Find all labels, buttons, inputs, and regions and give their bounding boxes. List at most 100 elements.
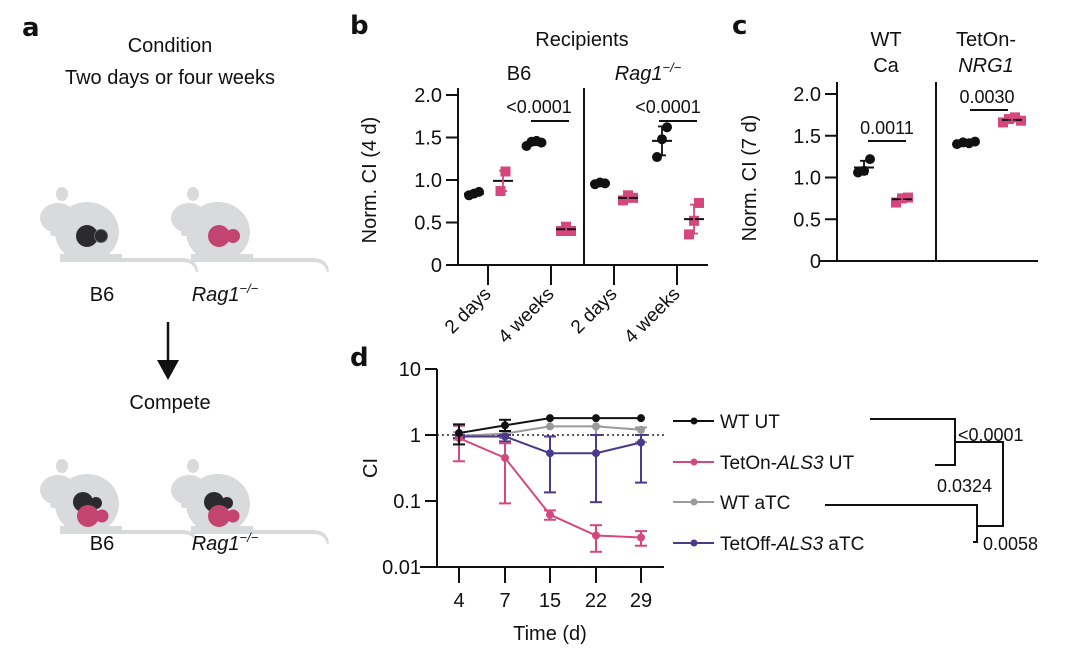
mouse-base [191, 254, 253, 262]
data-point [501, 421, 509, 430]
legend-swatch-dot [690, 498, 698, 506]
data-point [637, 425, 645, 434]
p-value-label: <0.0001 [958, 425, 1024, 445]
mouse-rag1-top [171, 187, 329, 272]
y-tick-label: 1.5 [414, 128, 442, 150]
mouse-ear [187, 459, 199, 473]
colony-dark-small [221, 497, 233, 509]
colony-pink-small [226, 229, 240, 243]
mouse-head [40, 475, 76, 505]
mouse-head [171, 203, 207, 233]
x-tick-label: 15 [539, 590, 561, 612]
data-point [903, 192, 913, 203]
panel-letter-c: c [732, 11, 747, 41]
colony-pink [208, 225, 230, 247]
panel-d: d CI Time (d) 0.01 0.1 1 10 4 7 15 22 29 WT UT Te… [350, 343, 1038, 645]
comparison-bracket [870, 418, 956, 466]
mouse-paw [50, 230, 72, 236]
data-point [501, 453, 509, 462]
colony-pink [208, 505, 230, 527]
legend-item: TetOn-ALS3 UT [673, 453, 855, 474]
data-point [592, 414, 600, 423]
mouse-label-b6-bottom: B6 [90, 533, 114, 555]
facet-label-ca: Ca [873, 55, 899, 77]
data-point [455, 429, 463, 438]
data-point [694, 197, 704, 208]
down-arrow-icon [157, 360, 179, 380]
legend-swatch-dot [690, 539, 698, 547]
y-tick-label: 10 [399, 359, 421, 381]
data-point [891, 197, 901, 208]
data-point [637, 438, 645, 447]
facet-label-rag1: Rag1−/− [615, 60, 682, 85]
legend-item: WT UT [673, 412, 780, 433]
legend-label-part: WT aTC [720, 493, 790, 514]
colony-pink-small [226, 509, 240, 523]
y-tick-label: 2.0 [793, 84, 821, 106]
y-tick-label: 0 [431, 255, 442, 277]
facet-label-b6: B6 [507, 63, 531, 85]
panel-b: b Recipients B6 Rag1−/− Norm. CI (4 d) 0… [350, 11, 708, 348]
y-tick-label: 1 [410, 425, 421, 447]
mouse-rag1-bottom [171, 459, 329, 544]
x-tick-label: 29 [630, 590, 652, 612]
mouse-b6-top [40, 187, 198, 272]
mouse-paw [181, 502, 203, 508]
data-point [501, 432, 509, 441]
mouse-base [60, 526, 122, 534]
data-point [998, 117, 1008, 128]
panel-letter-a: a [22, 13, 40, 43]
mouse-base [191, 526, 253, 534]
y-tick-label: 0.1 [393, 491, 421, 513]
data-point [546, 414, 554, 423]
colony-dark-small [94, 229, 108, 243]
panel-c: c WT Ca TetOn- NRG1 Norm. CI (7 d) 0 0.5 1… [732, 11, 1038, 273]
mouse-label-rag1-top: Rag1−/− [192, 281, 259, 306]
comparison-bracket [955, 441, 1004, 527]
data-point [592, 449, 600, 458]
panel-a: a Condition Two days or four weeks B6 Ra… [22, 13, 329, 555]
x-tick-label: 4 weeks [620, 284, 684, 348]
data-point [865, 154, 875, 165]
mouse-b6-bottom [40, 459, 198, 544]
legend-label-part: TetOn- [720, 453, 777, 474]
y-tick-label: 0 [810, 251, 821, 273]
legend-item: WT aTC [673, 493, 790, 514]
mouse-paw [181, 230, 203, 236]
panel-a-title-line2: Two days or four weeks [65, 67, 275, 89]
colony-pink [77, 505, 99, 527]
mouse-paw [50, 502, 72, 508]
data-point [618, 195, 628, 206]
legend-item: TetOff-ALS3 aTC [673, 534, 864, 555]
legend-label-part: aTC [823, 534, 864, 555]
mouse-silhouette-icon [40, 187, 198, 272]
data-point [546, 510, 554, 519]
legend-label-part: TetOff- [720, 534, 777, 555]
legend-label: WT UT [720, 412, 780, 433]
legend-label: WT aTC [720, 493, 790, 514]
colony-dark-small [90, 497, 102, 509]
y-tick-label: 2.0 [414, 85, 442, 107]
x-tick-label: 22 [585, 590, 607, 612]
chart-b-ylabel: Norm. CI (4 d) [359, 117, 381, 244]
y-tick-label: 0.5 [793, 209, 821, 231]
data-point [637, 533, 645, 542]
mouse-silhouette-icon [40, 459, 198, 544]
p-value-label: 0.0011 [860, 118, 914, 138]
data-point [652, 152, 662, 163]
y-tick-label: 0.01 [382, 557, 421, 579]
chart-c-ylabel: Norm. CI (7 d) [739, 115, 761, 242]
legend-swatch-dot [690, 458, 698, 466]
p-value-label: <0.0001 [635, 97, 701, 117]
mouse-head [171, 475, 207, 505]
p-value-label: 0.0324 [937, 476, 992, 496]
p-value-label: <0.0001 [506, 97, 572, 117]
legend-label-part: WT UT [720, 412, 780, 433]
mouse-base [60, 254, 122, 262]
mouse-ear [56, 187, 68, 201]
panel-a-title-line1: Condition [128, 35, 213, 57]
x-tick-label: 4 weeks [494, 284, 558, 348]
data-point [662, 122, 672, 133]
series-tetoff-als3-atc [453, 432, 647, 504]
